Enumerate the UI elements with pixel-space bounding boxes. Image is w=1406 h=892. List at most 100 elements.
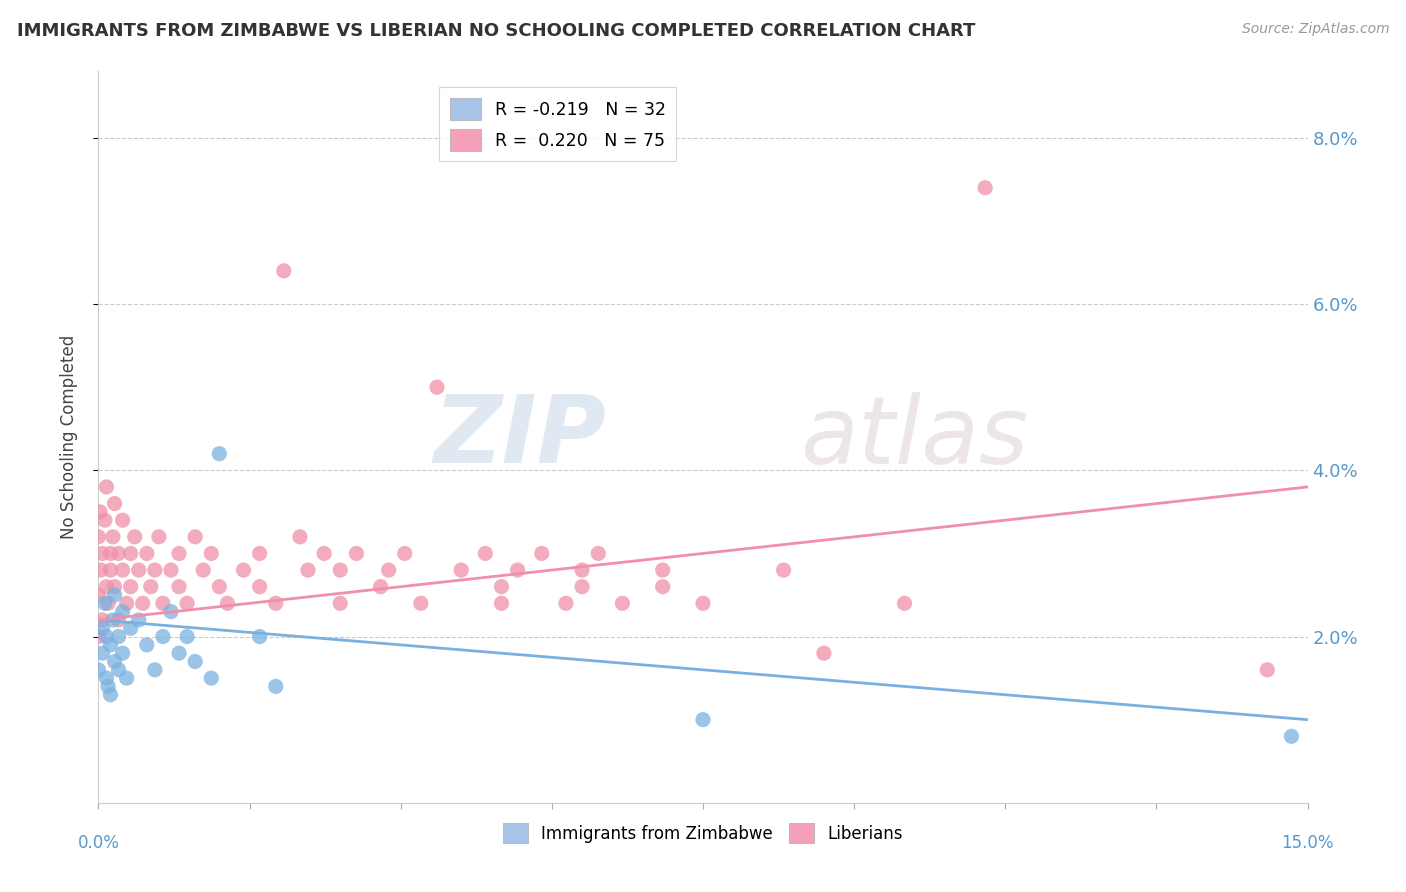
Point bbox=[89, 505, 111, 519]
Text: 0.0%: 0.0% bbox=[77, 834, 120, 852]
Point bbox=[135, 638, 157, 652]
Point bbox=[1281, 729, 1303, 743]
Point bbox=[120, 546, 142, 560]
Point bbox=[91, 621, 114, 635]
Text: 15.0%: 15.0% bbox=[1281, 834, 1334, 852]
Point bbox=[506, 563, 529, 577]
Point bbox=[176, 630, 198, 644]
Point bbox=[530, 546, 553, 560]
Point bbox=[128, 613, 150, 627]
Point bbox=[111, 513, 134, 527]
Point bbox=[132, 596, 155, 610]
Point bbox=[124, 530, 146, 544]
Text: Source: ZipAtlas.com: Source: ZipAtlas.com bbox=[1241, 22, 1389, 37]
Point bbox=[491, 580, 513, 594]
Point bbox=[152, 596, 174, 610]
Point bbox=[555, 596, 578, 610]
Point bbox=[103, 655, 125, 669]
Point bbox=[264, 596, 287, 610]
Point bbox=[87, 663, 110, 677]
Point bbox=[143, 563, 166, 577]
Point bbox=[377, 563, 399, 577]
Point bbox=[103, 497, 125, 511]
Point bbox=[200, 671, 222, 685]
Point bbox=[96, 671, 118, 685]
Point bbox=[167, 546, 190, 560]
Point bbox=[115, 671, 138, 685]
Point bbox=[90, 563, 112, 577]
Point bbox=[100, 638, 122, 652]
Point bbox=[160, 563, 183, 577]
Point bbox=[107, 630, 129, 644]
Point bbox=[97, 596, 120, 610]
Point bbox=[193, 563, 215, 577]
Point bbox=[394, 546, 416, 560]
Point bbox=[474, 546, 496, 560]
Point bbox=[264, 680, 287, 694]
Point bbox=[249, 630, 271, 644]
Point bbox=[370, 580, 392, 594]
Point bbox=[200, 546, 222, 560]
Point bbox=[409, 596, 432, 610]
Point bbox=[107, 663, 129, 677]
Point bbox=[111, 646, 134, 660]
Point bbox=[148, 530, 170, 544]
Point bbox=[813, 646, 835, 660]
Point bbox=[107, 613, 129, 627]
Point bbox=[329, 596, 352, 610]
Point bbox=[91, 613, 114, 627]
Point bbox=[249, 580, 271, 594]
Point bbox=[692, 713, 714, 727]
Point bbox=[128, 563, 150, 577]
Point bbox=[91, 546, 114, 560]
Point bbox=[100, 546, 122, 560]
Legend: Immigrants from Zimbabwe, Liberians: Immigrants from Zimbabwe, Liberians bbox=[496, 817, 910, 849]
Point bbox=[160, 605, 183, 619]
Point bbox=[176, 596, 198, 610]
Point bbox=[120, 580, 142, 594]
Point bbox=[651, 580, 673, 594]
Point bbox=[143, 663, 166, 677]
Point bbox=[103, 580, 125, 594]
Point bbox=[571, 580, 593, 594]
Point bbox=[208, 447, 231, 461]
Point bbox=[111, 605, 134, 619]
Point bbox=[1256, 663, 1278, 677]
Point bbox=[651, 563, 673, 577]
Point bbox=[426, 380, 449, 394]
Point bbox=[772, 563, 794, 577]
Point bbox=[184, 530, 207, 544]
Point bbox=[96, 580, 118, 594]
Point bbox=[167, 646, 190, 660]
Point bbox=[103, 588, 125, 602]
Point bbox=[893, 596, 915, 610]
Point bbox=[94, 596, 117, 610]
Point bbox=[184, 655, 207, 669]
Point bbox=[208, 580, 231, 594]
Point bbox=[232, 563, 254, 577]
Point bbox=[974, 180, 997, 194]
Point bbox=[87, 530, 110, 544]
Point bbox=[139, 580, 162, 594]
Point bbox=[692, 596, 714, 610]
Point bbox=[96, 630, 118, 644]
Text: ZIP: ZIP bbox=[433, 391, 606, 483]
Point bbox=[94, 513, 117, 527]
Point bbox=[107, 546, 129, 560]
Text: atlas: atlas bbox=[800, 392, 1028, 483]
Point bbox=[612, 596, 634, 610]
Point bbox=[115, 596, 138, 610]
Point bbox=[314, 546, 336, 560]
Point bbox=[97, 680, 120, 694]
Point bbox=[101, 613, 124, 627]
Point bbox=[491, 596, 513, 610]
Point bbox=[329, 563, 352, 577]
Text: IMMIGRANTS FROM ZIMBABWE VS LIBERIAN NO SCHOOLING COMPLETED CORRELATION CHART: IMMIGRANTS FROM ZIMBABWE VS LIBERIAN NO … bbox=[17, 22, 976, 40]
Point bbox=[450, 563, 472, 577]
Point bbox=[249, 546, 271, 560]
Point bbox=[217, 596, 239, 610]
Point bbox=[96, 480, 118, 494]
Point bbox=[586, 546, 609, 560]
Point bbox=[344, 546, 367, 560]
Point bbox=[100, 688, 122, 702]
